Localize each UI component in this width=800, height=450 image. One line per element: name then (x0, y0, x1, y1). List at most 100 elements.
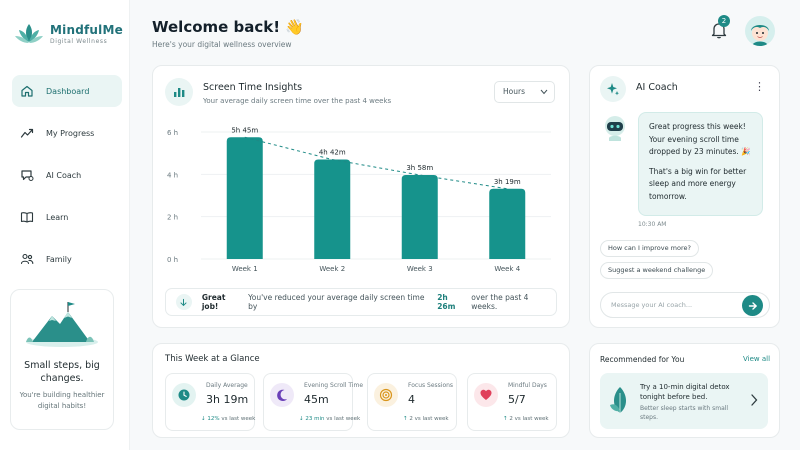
stat-label: Daily Average (206, 382, 248, 389)
y-tick-label: 4 h (167, 171, 178, 179)
unit-select[interactable]: Hours (494, 81, 555, 103)
y-tick-label: 2 h (167, 214, 178, 222)
sidebar-item-my-progress[interactable]: My Progress (12, 117, 122, 149)
notice-value: 2h 26m (437, 293, 456, 311)
week-glance-card: This Week at a Glance Daily Average 3h 1… (152, 343, 570, 438)
message-time: 10:30 AM (638, 221, 667, 228)
screen-time-title: Screen Time Insights (203, 82, 303, 93)
book-icon (20, 212, 34, 223)
screen-time-subtitle: Your average daily screen time over the … (203, 97, 392, 105)
bar (489, 188, 526, 259)
promo-title: Small steps, big changes. (24, 360, 100, 384)
brand-title: MindfulMe (50, 23, 123, 37)
stat-value: 3h 19m (206, 393, 249, 406)
stat-delta-value: 23 min (305, 416, 325, 422)
coach-message-2: That's a big win for better sleep and mo… (649, 166, 747, 201)
stat-label: Focus Sessions (408, 382, 454, 389)
arrow-down-icon (176, 294, 192, 310)
stat-delta: ↓ 12% vs last week (201, 416, 255, 422)
recommendation-text: Try a 10-min digital detox tonight befor… (640, 383, 730, 401)
x-tick-label: Week 2 (319, 265, 345, 273)
stat-arrow: ↓ (299, 416, 304, 422)
leaf-icon (610, 387, 626, 413)
chevron-right-icon (751, 394, 758, 406)
brand-subtitle: Digital Wellness (50, 38, 108, 45)
sidebar-item-label: AI Coach (46, 170, 82, 180)
ai-coach-title: AI Coach (636, 82, 678, 93)
sidebar-item-label: Dashboard (46, 86, 90, 96)
data-label: 3h 19m (494, 178, 521, 186)
bar-chart-icon (165, 78, 193, 106)
progress-notice: Great job! You've reduced your average d… (165, 288, 557, 316)
screen-time-card: Screen Time Insights Your average daily … (152, 65, 570, 328)
stat-delta-value: 2 (409, 416, 413, 422)
stat-value: 4 (408, 393, 415, 406)
stat-delta: ↑ 2 vs last week (503, 416, 549, 422)
sidebar-item-dashboard[interactable]: Dashboard (12, 75, 122, 107)
view-all-link[interactable]: View all (743, 355, 771, 363)
heart-icon (474, 383, 498, 407)
notice-text: You've reduced your average daily screen… (248, 293, 425, 311)
coach-message: Great progress this week! Your evening s… (638, 112, 763, 216)
stat-label: Evening Scroll Time (304, 382, 364, 389)
unit-select-value: Hours (503, 87, 525, 96)
stat-daily-average[interactable]: Daily Average 3h 19m ↓ 12% vs last week (165, 373, 255, 431)
data-label: 4h 42m (319, 149, 346, 157)
sidebar-item-label: My Progress (46, 128, 95, 138)
data-label: 5h 45m (231, 126, 258, 134)
y-tick-label: 6 h (167, 129, 178, 137)
avatar[interactable] (745, 16, 775, 46)
brand-logo[interactable]: MindfulMe Digital Wellness (14, 20, 123, 48)
more-options-icon[interactable]: ⋮ (754, 80, 765, 93)
suggestion-chip-improve[interactable]: How can I improve more? (600, 240, 699, 257)
home-icon (21, 85, 33, 97)
chat-icon (21, 170, 34, 181)
data-label: 3h 58m (406, 164, 433, 172)
stat-arrow: ↓ (201, 416, 206, 422)
mountain-icon (26, 302, 98, 347)
promo-subtitle: You're building healthier digital habits… (19, 391, 105, 410)
sidebar-nav: Dashboard My Progress AI Coach Learn Fam… (12, 75, 122, 285)
stat-value: 5/7 (508, 393, 526, 406)
promo-card: Small steps, big changes. You're buildin… (10, 289, 114, 430)
user-avatar-icon (751, 25, 769, 46)
x-tick-label: Week 3 (407, 265, 433, 273)
suggestion-chip-weekend[interactable]: Suggest a weekend challenge (600, 262, 714, 279)
stat-delta-suffix: vs last week (221, 416, 256, 422)
send-button[interactable] (742, 295, 763, 316)
page-title: Welcome back! 👋 (152, 18, 305, 36)
sidebar: MindfulMe Digital Wellness Dashboard My … (0, 0, 130, 450)
trend-line (244, 136, 508, 190)
users-icon (20, 253, 34, 265)
bar (401, 175, 438, 259)
stat-focus-sessions[interactable]: Focus Sessions 4 ↑ 2 vs last week (367, 373, 457, 431)
sidebar-item-label: Learn (46, 212, 69, 222)
stat-delta-value: 2 (509, 416, 513, 422)
sidebar-item-label: Family (46, 254, 72, 264)
stat-delta-suffix: vs last week (414, 416, 449, 422)
sidebar-item-family[interactable]: Family (12, 243, 122, 275)
notice-suffix: over the past 4 weeks. (471, 293, 529, 311)
stat-evening-scroll[interactable]: Evening Scroll Time 45m ↓ 23 min vs last… (263, 373, 363, 431)
sparkle-icon (600, 76, 626, 102)
stat-delta: ↓ 23 min vs last week (299, 416, 360, 422)
stat-delta-value: 12% (207, 416, 220, 422)
chevron-down-icon (540, 89, 548, 95)
stat-arrow: ↑ (503, 416, 508, 422)
coach-message-1: Great progress this week! Your evening s… (649, 122, 751, 156)
page-subtitle: Here's your digital wellness overview (152, 40, 292, 49)
recommendation-item[interactable]: Try a 10-min digital detox tonight befor… (600, 373, 768, 429)
stat-mindful-days[interactable]: Mindful Days 5/7 ↑ 2 vs last week (467, 373, 557, 431)
x-tick-label: Week 1 (232, 265, 258, 273)
robot-icon (605, 116, 625, 141)
sidebar-item-learn[interactable]: Learn (12, 201, 122, 233)
moon-icon (270, 383, 294, 407)
stat-label: Mindful Days (508, 382, 547, 389)
send-icon (748, 301, 757, 310)
sidebar-item-ai-coach[interactable]: AI Coach (12, 159, 122, 191)
x-tick-label: Week 4 (494, 265, 520, 273)
coach-message-input[interactable]: Message your AI coach... (600, 292, 770, 318)
stat-arrow: ↑ (403, 416, 408, 422)
stat-delta-suffix: vs last week (514, 416, 549, 422)
trend-icon (20, 128, 34, 138)
